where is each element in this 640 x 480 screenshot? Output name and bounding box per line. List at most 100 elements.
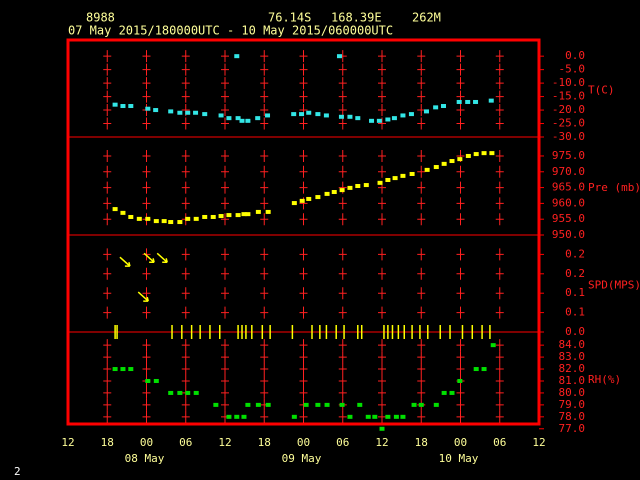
grid-cross xyxy=(181,351,190,364)
grid-cross xyxy=(221,181,229,194)
grid-cross xyxy=(417,90,426,103)
grid-cross xyxy=(495,213,504,226)
data-point xyxy=(433,402,439,407)
data-point xyxy=(336,54,342,59)
data-point xyxy=(355,116,361,121)
data-point xyxy=(339,402,345,407)
grid-cross xyxy=(221,287,229,300)
y-tick-label: -30.0 xyxy=(552,130,585,143)
y-tick-label: 81.0 xyxy=(559,374,586,387)
data-point xyxy=(145,378,151,383)
data-point xyxy=(449,159,455,164)
data-point xyxy=(440,104,446,109)
grid-cross xyxy=(338,267,347,280)
data-point xyxy=(418,402,424,407)
grid-cross xyxy=(495,165,504,178)
grid-cross xyxy=(417,77,426,90)
data-point xyxy=(385,177,391,182)
data-point xyxy=(120,104,126,109)
grid-cross xyxy=(495,104,504,117)
grid-cross xyxy=(181,77,190,90)
grid-cross xyxy=(181,90,190,103)
grid-cross xyxy=(299,248,308,261)
y-axis-label: RH(%) xyxy=(588,373,621,386)
data-point xyxy=(449,390,455,395)
grid-cross xyxy=(378,374,386,387)
data-point xyxy=(202,112,208,117)
grid-cross xyxy=(221,386,229,399)
grid-cross xyxy=(338,386,347,399)
data-point xyxy=(365,414,371,419)
data-point xyxy=(235,116,241,121)
grid-cross xyxy=(142,248,151,261)
grid-cross xyxy=(378,339,386,352)
data-point xyxy=(265,113,271,118)
grid-cross xyxy=(142,267,151,280)
grid-cross xyxy=(103,306,112,319)
grid-cross xyxy=(181,339,190,352)
grid-cross xyxy=(495,398,504,411)
grid-cross xyxy=(417,248,426,261)
grid-cross xyxy=(260,197,269,210)
grid-cross xyxy=(495,90,504,103)
x-tick-label: 12 xyxy=(375,436,388,449)
data-point xyxy=(245,118,251,123)
y-tick-label: -15.0 xyxy=(552,90,585,103)
x-tick-label: 18 xyxy=(101,436,114,449)
grid-cross xyxy=(260,104,269,117)
grid-cross xyxy=(142,287,151,300)
grid-cross xyxy=(103,90,112,103)
data-point xyxy=(315,195,321,200)
grid-cross xyxy=(103,181,112,194)
data-point xyxy=(177,390,183,395)
grid-cross xyxy=(103,50,112,63)
grid-cross xyxy=(260,248,269,261)
grid-cross xyxy=(299,50,308,63)
grid-cross xyxy=(181,306,190,319)
grid-cross xyxy=(417,165,426,178)
grid-cross xyxy=(181,149,190,162)
grid-cross xyxy=(299,374,308,387)
data-point xyxy=(235,213,241,218)
grid-cross xyxy=(221,197,229,210)
grid-cross xyxy=(378,149,386,162)
grid-cross xyxy=(142,165,151,178)
data-point xyxy=(299,198,305,203)
grid-cross xyxy=(260,306,269,319)
x-tick-label: 00 xyxy=(140,436,153,449)
grid-cross xyxy=(142,181,151,194)
y-tick-label: 83.0 xyxy=(559,350,586,363)
grid-cross xyxy=(181,165,190,178)
grid-cross xyxy=(378,410,386,423)
grid-cross xyxy=(417,287,426,300)
x-tick-label: 00 xyxy=(297,436,310,449)
grid-cross xyxy=(299,351,308,364)
data-point xyxy=(369,118,375,123)
data-point xyxy=(481,151,487,156)
grid-cross xyxy=(495,181,504,194)
grid-cross xyxy=(456,117,465,130)
data-point xyxy=(168,220,174,225)
grid-cross xyxy=(103,149,112,162)
grid-cross xyxy=(299,410,308,423)
data-point xyxy=(112,102,118,107)
data-point xyxy=(324,191,330,196)
grid-cross xyxy=(456,287,465,300)
grid-cross xyxy=(378,104,386,117)
grid-cross xyxy=(417,63,426,76)
grid-cross xyxy=(338,165,347,178)
y-tick-label: 77.0 xyxy=(559,422,586,435)
y-tick-label: -5.0 xyxy=(559,63,586,76)
grid-cross xyxy=(338,213,347,226)
y-tick-label: 0.2 xyxy=(565,247,585,260)
grid-cross xyxy=(378,351,386,364)
y-tick-label: -10.0 xyxy=(552,76,585,89)
data-point xyxy=(210,214,216,219)
grid-cross xyxy=(378,306,386,319)
grid-cross xyxy=(103,197,112,210)
y-tick-label: 84.0 xyxy=(559,338,586,351)
grid-cross xyxy=(456,398,465,411)
grid-cross xyxy=(299,267,308,280)
grid-cross xyxy=(103,267,112,280)
grid-cross xyxy=(181,117,190,130)
